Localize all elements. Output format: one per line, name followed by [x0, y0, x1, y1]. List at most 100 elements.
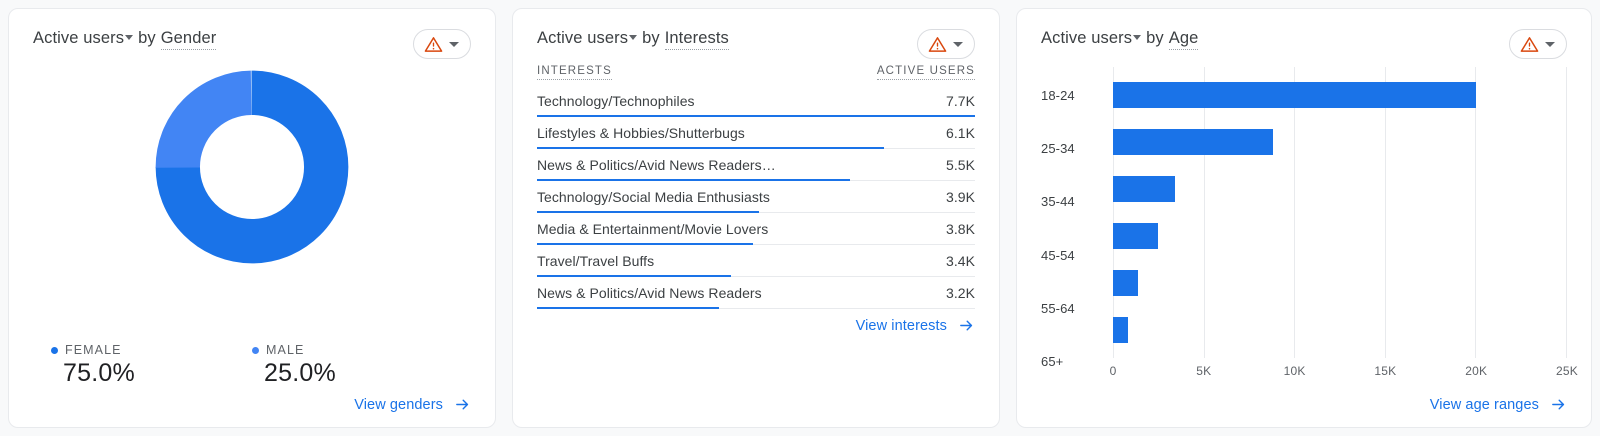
- bar-slot: [1113, 260, 1567, 307]
- card-header: Active users by Gender: [33, 29, 471, 63]
- card-active-users-by-gender: Active users by Gender: [8, 8, 496, 428]
- bar-slot: [1113, 118, 1567, 165]
- bar-55-64[interactable]: [1113, 270, 1139, 297]
- row-value: 3.4K: [946, 253, 975, 269]
- gridline: [1565, 67, 1567, 358]
- card-header: Active users by Interests: [537, 29, 975, 63]
- card-title: Active users by Age: [1041, 29, 1199, 50]
- row-label: Media & Entertainment/Movie Lovers: [537, 221, 769, 237]
- y-axis-tick-label: 25-34: [1041, 141, 1075, 157]
- x-axis-tick-label: 5K: [1196, 364, 1212, 378]
- row-value: 5.5K: [946, 157, 975, 173]
- row-progress-bar: [537, 114, 975, 117]
- row-label: Technology/Technophiles: [537, 93, 695, 109]
- legend-value-male: 25.0%: [264, 359, 336, 387]
- view-genders-link[interactable]: View genders: [354, 396, 471, 413]
- metric-label[interactable]: Active users: [1041, 29, 1133, 47]
- column-header-interests[interactable]: INTERESTS: [537, 65, 612, 80]
- y-axis-tick-label: 45-54: [1041, 247, 1075, 263]
- row-label: Lifestyles & Hobbies/Shutterbugs: [537, 125, 745, 141]
- y-axis-tick-label: 65+: [1041, 353, 1064, 369]
- card-title: Active users by Interests: [537, 29, 729, 50]
- legend-value-female: 75.0%: [63, 359, 135, 387]
- view-genders-label: View genders: [354, 396, 443, 413]
- bar-35-44[interactable]: [1113, 175, 1175, 202]
- by-label: by: [642, 29, 660, 47]
- arrow-right-icon: [1552, 399, 1565, 410]
- data-quality-warning-button[interactable]: [413, 29, 471, 59]
- legend-item-female: FEMALE 75.0%: [51, 343, 252, 388]
- view-age-ranges-link[interactable]: View age ranges: [1430, 396, 1567, 413]
- by-label: by: [138, 29, 156, 47]
- dimension-label[interactable]: Age: [1168, 29, 1199, 50]
- table-row[interactable]: Media & Entertainment/Movie Lovers 3.8K: [537, 213, 975, 245]
- gender-donut-chart: [33, 63, 471, 337]
- table-row[interactable]: News & Politics/Avid News Readers… 5.5K: [537, 149, 975, 181]
- y-axis-tick-label: 55-64: [1041, 300, 1075, 316]
- chevron-down-icon[interactable]: [1545, 41, 1555, 47]
- table-row[interactable]: News & Politics/Avid News Readers 3.2K: [537, 277, 975, 309]
- gridline: [1203, 67, 1205, 358]
- dimension-label[interactable]: Gender: [160, 29, 217, 50]
- bar-slot: [1113, 213, 1567, 260]
- row-value: 7.7K: [946, 93, 975, 109]
- x-axis-tick-label: 20K: [1465, 364, 1488, 378]
- card-active-users-by-age: Active users by Age 18-24 25-34 35-44 45-54…: [1016, 8, 1592, 428]
- x-axis-tick-label: 0: [1109, 364, 1117, 378]
- table-row[interactable]: Travel/Travel Buffs 3.4K: [537, 245, 975, 277]
- bar-slot: [1113, 165, 1567, 212]
- bar-45-54[interactable]: [1113, 223, 1159, 250]
- card-header: Active users by Age: [1041, 29, 1567, 63]
- warning-triangle-icon: [1520, 36, 1539, 52]
- card-footer: View genders: [33, 388, 471, 413]
- warning-triangle-icon: [928, 36, 947, 52]
- data-quality-warning-button[interactable]: [917, 29, 975, 59]
- bar-18-24[interactable]: [1113, 81, 1477, 108]
- y-axis-labels: 18-24 25-34 35-44 45-54 55-64 65+: [1041, 67, 1113, 388]
- chevron-down-icon[interactable]: [449, 41, 459, 47]
- interests-table: INTERESTS ACTIVE USERS Technology/Techno…: [537, 65, 975, 309]
- row-label: Travel/Travel Buffs: [537, 253, 655, 269]
- view-age-ranges-label: View age ranges: [1429, 396, 1539, 413]
- row-progress-bar: [537, 146, 884, 149]
- legend-item-male: MALE 25.0%: [252, 343, 453, 388]
- gridline: [1475, 67, 1477, 358]
- x-axis-tick-label: 15K: [1374, 364, 1397, 378]
- chevron-down-icon[interactable]: [953, 41, 963, 47]
- bar-slot: [1113, 307, 1567, 354]
- column-header-active-users[interactable]: ACTIVE USERS: [876, 65, 975, 80]
- metric-label[interactable]: Active users: [33, 29, 125, 47]
- age-bar-chart: 18-24 25-34 35-44 45-54 55-64 65+ 0 5K 10K 15K 20…: [1041, 63, 1578, 388]
- table-row[interactable]: Lifestyles & Hobbies/Shutterbugs 6.1K: [537, 117, 975, 149]
- row-progress-bar: [537, 178, 850, 181]
- chevron-down-icon[interactable]: [629, 35, 638, 40]
- card-active-users-by-interests: Active users by Interests INTERESTS ACTI…: [512, 8, 1000, 428]
- gridline: [1384, 67, 1386, 358]
- arrow-right-icon: [960, 320, 973, 331]
- view-interests-link[interactable]: View interests: [856, 317, 975, 334]
- x-axis: 0 5K 10K 15K 20K 25K: [1109, 364, 1578, 382]
- card-footer: View interests: [537, 309, 975, 334]
- arrow-right-icon: [456, 399, 469, 410]
- row-value: 6.1K: [946, 125, 975, 141]
- legend-dot-male: [252, 346, 259, 354]
- table-row[interactable]: Technology/Social Media Enthusiasts 3.9K: [537, 181, 975, 213]
- dimension-label[interactable]: Interests: [664, 29, 729, 50]
- row-label: News & Politics/Avid News Readers…: [537, 157, 776, 173]
- data-quality-warning-button[interactable]: [1509, 29, 1567, 59]
- donut-slice-male[interactable]: [155, 70, 349, 264]
- bar-65+[interactable]: [1113, 317, 1128, 344]
- table-header-row: INTERESTS ACTIVE USERS: [537, 65, 975, 83]
- y-axis-tick-label: 35-44: [1041, 194, 1075, 210]
- bar-25-34[interactable]: [1113, 128, 1273, 155]
- view-interests-label: View interests: [855, 317, 947, 334]
- table-row[interactable]: Technology/Technophiles 7.7K: [537, 85, 975, 117]
- legend-label-female: FEMALE: [65, 343, 122, 357]
- donut-svg: [155, 70, 349, 264]
- y-axis-tick-label: 18-24: [1041, 88, 1075, 104]
- chevron-down-icon[interactable]: [125, 35, 134, 40]
- row-value: 3.2K: [946, 285, 975, 301]
- metric-label[interactable]: Active users: [537, 29, 629, 47]
- row-value: 3.8K: [946, 221, 975, 237]
- chevron-down-icon[interactable]: [1133, 35, 1142, 40]
